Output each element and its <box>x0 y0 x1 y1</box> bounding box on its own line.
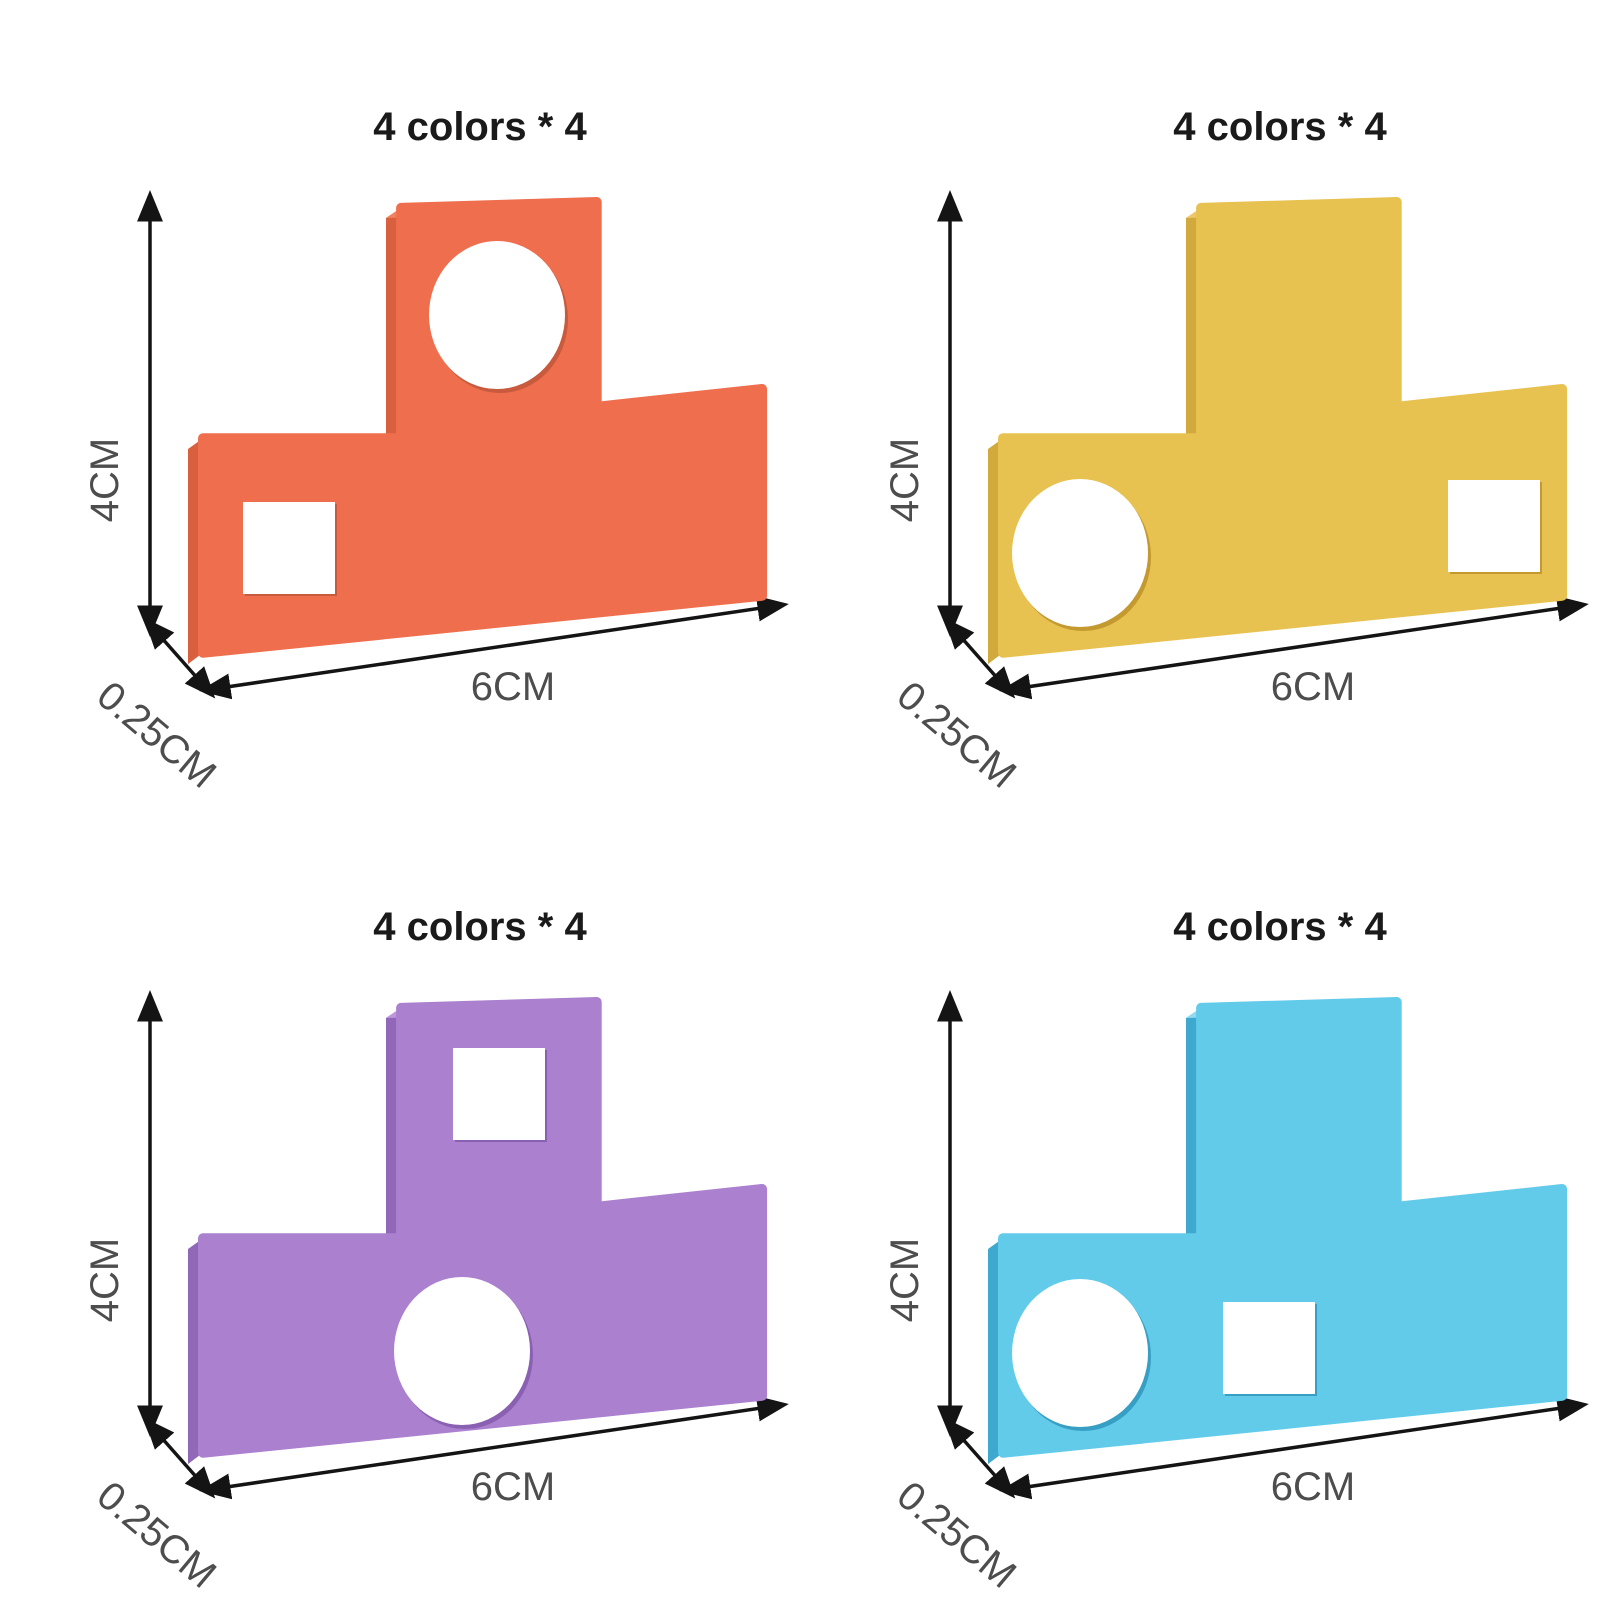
svg-text:6CM: 6CM <box>471 1465 555 1509</box>
svg-text:4CM: 4CM <box>83 438 127 522</box>
svg-text:0.25CM: 0.25CM <box>89 1473 225 1597</box>
svg-text:4 colors * 4: 4 colors * 4 <box>373 105 587 149</box>
svg-text:6CM: 6CM <box>471 665 555 709</box>
svg-text:4CM: 4CM <box>883 438 927 522</box>
svg-text:4 colors * 4: 4 colors * 4 <box>373 905 587 949</box>
svg-text:6CM: 6CM <box>1271 665 1355 709</box>
svg-text:4CM: 4CM <box>83 1238 127 1322</box>
svg-text:0.25CM: 0.25CM <box>889 673 1025 797</box>
svg-text:4 colors * 4: 4 colors * 4 <box>1173 105 1387 149</box>
svg-text:4 colors * 4: 4 colors * 4 <box>1173 905 1387 949</box>
svg-text:4CM: 4CM <box>883 1238 927 1322</box>
svg-text:0.25CM: 0.25CM <box>889 1473 1025 1597</box>
svg-text:0.25CM: 0.25CM <box>89 673 225 797</box>
svg-text:6CM: 6CM <box>1271 1465 1355 1509</box>
